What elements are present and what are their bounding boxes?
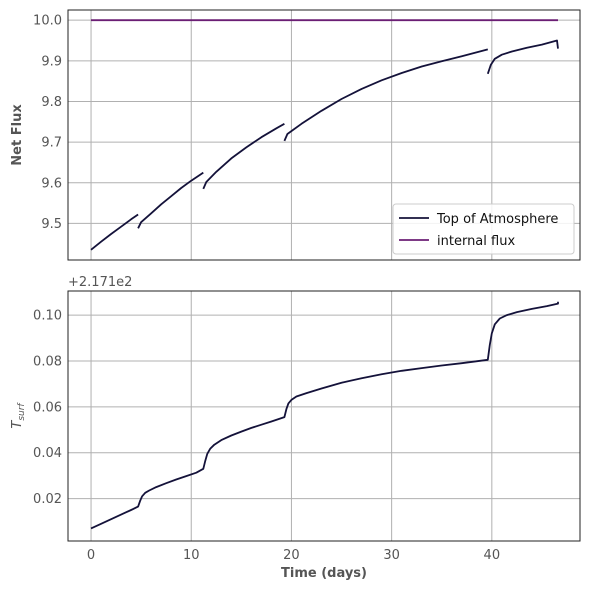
x-axis-label: Time (days) <box>281 566 367 581</box>
y-tick-label: 9.9 <box>41 54 62 69</box>
surface-temperature-line <box>90 301 559 530</box>
top-axes-frame <box>67 9 581 261</box>
y-tick-label: 0.02 <box>33 492 62 507</box>
y-tick-label: 0.08 <box>33 354 62 369</box>
toa-flux-line <box>137 171 204 229</box>
x-tick-label: 40 <box>484 548 501 563</box>
toa-flux-line <box>283 48 489 142</box>
bottom-axes-frame <box>67 290 581 542</box>
toa-flux-line <box>202 123 285 190</box>
y-tick-label: 0.10 <box>33 309 62 324</box>
toa-flux-line <box>90 213 139 251</box>
top-y-tick-labels: 9.5 9.6 9.7 9.8 9.9 10.0 <box>33 14 62 232</box>
bottom-grid <box>68 291 580 541</box>
x-tick-label: 20 <box>283 548 300 563</box>
y-tick-label: 9.5 <box>41 217 62 232</box>
x-tick-label: 0 <box>87 548 95 563</box>
y-tick-label: 9.8 <box>41 95 62 110</box>
legend-label-toa: Top of Atmosphere <box>436 212 558 227</box>
y-tick-label: 0.04 <box>33 446 62 461</box>
legend-label-internal: internal flux <box>437 234 515 249</box>
legend: Top of Atmosphere internal flux <box>392 203 575 255</box>
top-lines <box>90 19 559 251</box>
net-flux-plot: 9.5 9.6 9.7 9.8 9.9 10.0 Net Flux Top of Atmo… <box>10 9 581 261</box>
x-tick-label: 10 <box>183 548 200 563</box>
offset-text: +2.171e2 <box>68 275 132 290</box>
bottom-lines <box>90 301 559 530</box>
surface-temperature-plot: +2.171e2 0.020.040.060.080.10 0 10 20 30 40 … <box>10 275 581 581</box>
top-y-axis-label: Net Flux <box>10 104 25 166</box>
y-tick-label: 0.06 <box>33 400 62 415</box>
toa-flux-line <box>486 39 559 75</box>
legend-box <box>392 203 575 255</box>
x-tick-label: 30 <box>383 548 400 563</box>
y-tick-label: 9.6 <box>41 176 62 191</box>
bottom-y-axis-label: Tsurf <box>10 402 27 429</box>
y-tick-label: 9.7 <box>41 136 62 151</box>
y-tick-label: 10.0 <box>33 14 62 29</box>
x-tick-labels: 0 10 20 30 40 <box>87 548 500 563</box>
bottom-y-tick-labels: 0.02 0.04 0.06 0.08 0.10 <box>33 309 62 507</box>
